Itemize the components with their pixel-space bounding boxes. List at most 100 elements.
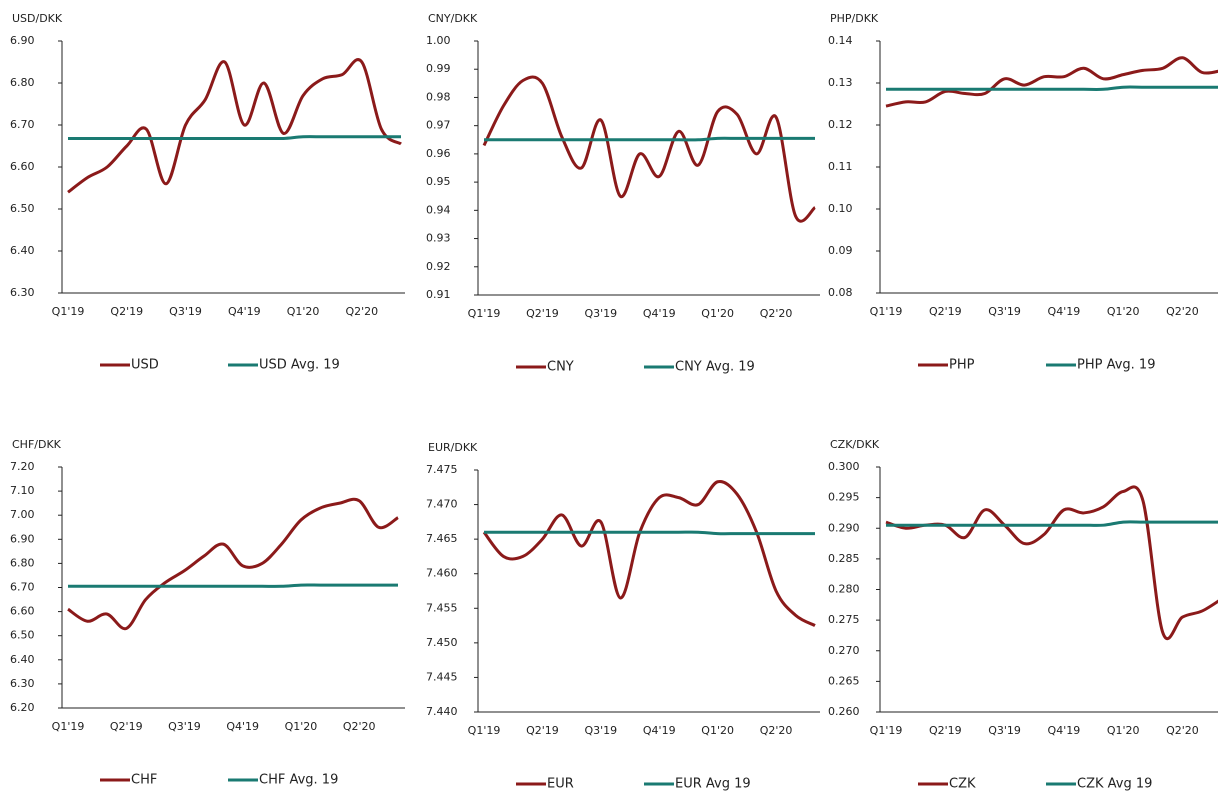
chart-title: EUR/DKK (428, 441, 478, 454)
y-tick-label: 0.260 (828, 705, 860, 718)
legend-label: USD (131, 358, 159, 373)
legend-label: CNY (547, 360, 574, 375)
y-tick-label: 7.00 (10, 508, 35, 521)
x-tick-label: Q3'19 (584, 724, 617, 737)
series-line (885, 56, 1218, 108)
x-tick-label: Q1'19 (870, 724, 903, 737)
chart-title: PHP/DKK (830, 12, 879, 25)
y-tick-label: 7.445 (426, 670, 458, 683)
legend-label: PHP Avg. 19 (1077, 358, 1155, 373)
legend-label: CZK (949, 777, 976, 792)
y-tick-label: 0.92 (426, 260, 451, 273)
y-tick-label: 0.14 (828, 34, 853, 47)
x-tick-label: Q2'19 (526, 307, 559, 320)
chart-title: CNY/DKK (428, 12, 478, 25)
series-line (885, 520, 1218, 527)
x-tick-label: Q2'19 (929, 724, 962, 737)
x-tick-label: Q1'19 (52, 305, 85, 318)
y-tick-label: 0.300 (828, 460, 860, 473)
y-tick-label: 0.275 (828, 613, 860, 626)
y-tick-label: 0.94 (426, 203, 451, 216)
y-tick-label: 7.440 (426, 705, 458, 718)
series-line (68, 135, 401, 141)
x-tick-label: Q2'19 (929, 305, 962, 318)
y-tick-label: 7.450 (426, 636, 458, 649)
x-tick-label: Q4'19 (226, 720, 259, 733)
y-tick-label: 0.270 (828, 644, 860, 657)
y-tick-label: 0.10 (828, 202, 853, 215)
y-tick-label: 0.93 (426, 232, 451, 245)
y-tick-label: 6.40 (10, 653, 35, 666)
x-tick-label: Q4'19 (1048, 724, 1081, 737)
legend-label: EUR (547, 777, 574, 792)
x-tick-label: Q1'19 (468, 307, 501, 320)
x-tick-label: Q1'20 (1107, 305, 1140, 318)
y-tick-label: 6.90 (10, 532, 35, 545)
series-line (484, 136, 815, 142)
series-line (885, 485, 1218, 641)
x-tick-label: Q2'19 (110, 305, 143, 318)
series-line (482, 75, 817, 223)
series-line (68, 583, 398, 588)
legend-label: CZK Avg 19 (1077, 777, 1152, 792)
y-tick-label: 0.295 (828, 491, 860, 504)
y-tick-label: 0.13 (828, 76, 853, 89)
y-tick-label: 0.12 (828, 118, 853, 131)
y-tick-label: 1.00 (426, 34, 451, 47)
x-tick-label: Q2'20 (1166, 305, 1199, 318)
y-tick-label: 0.09 (828, 244, 853, 257)
legend-label: PHP (949, 358, 975, 373)
y-tick-label: 0.11 (828, 160, 853, 173)
x-tick-label: Q1'20 (1107, 724, 1140, 737)
x-tick-label: Q2'20 (345, 305, 378, 318)
series-line (67, 497, 399, 631)
x-tick-label: Q1'19 (52, 720, 85, 733)
y-tick-label: 6.30 (10, 286, 35, 299)
y-tick-label: 6.40 (10, 244, 35, 257)
series-line (67, 58, 402, 194)
series-line (482, 479, 816, 627)
y-tick-label: 0.290 (828, 521, 860, 534)
legend-label: CHF (131, 773, 157, 788)
x-tick-label: Q2'19 (110, 720, 143, 733)
y-tick-label: 6.70 (10, 118, 35, 131)
legend-label: CHF Avg. 19 (259, 773, 338, 788)
legend-label: CNY Avg. 19 (675, 360, 755, 375)
y-tick-label: 6.70 (10, 581, 35, 594)
x-tick-label: Q4'19 (643, 724, 676, 737)
y-tick-label: 6.30 (10, 677, 35, 690)
x-tick-label: Q4'19 (1048, 305, 1081, 318)
x-tick-label: Q1'19 (468, 724, 501, 737)
chart-title: CZK/DKK (830, 438, 880, 451)
x-tick-label: Q2'20 (760, 724, 793, 737)
y-tick-label: 7.475 (426, 463, 458, 476)
y-tick-label: 6.50 (10, 629, 35, 642)
y-tick-label: 0.96 (426, 147, 451, 160)
y-tick-label: 6.80 (10, 556, 35, 569)
series-line (484, 530, 815, 536)
y-tick-label: 7.455 (426, 601, 458, 614)
y-tick-label: 0.285 (828, 552, 860, 565)
y-tick-label: 7.460 (426, 567, 458, 580)
chart-title: USD/DKK (12, 12, 63, 25)
x-tick-label: Q1'20 (287, 305, 320, 318)
y-tick-label: 7.465 (426, 532, 458, 545)
x-tick-label: Q3'19 (169, 305, 202, 318)
y-tick-label: 7.20 (10, 460, 35, 473)
y-tick-label: 6.60 (10, 605, 35, 618)
x-tick-label: Q2'20 (1166, 724, 1199, 737)
y-tick-label: 0.97 (426, 119, 451, 132)
y-tick-label: 6.60 (10, 160, 35, 173)
chart-title: CHF/DKK (12, 438, 62, 451)
y-tick-label: 0.98 (426, 90, 451, 103)
y-tick-label: 6.50 (10, 202, 35, 215)
legend-label: EUR Avg 19 (675, 777, 751, 792)
x-tick-label: Q1'19 (870, 305, 903, 318)
y-tick-label: 0.99 (426, 62, 451, 75)
legend-label: USD Avg. 19 (259, 358, 340, 373)
y-tick-label: 6.20 (10, 701, 35, 714)
y-tick-label: 0.280 (828, 583, 860, 596)
x-tick-label: Q3'19 (988, 724, 1021, 737)
y-tick-label: 6.90 (10, 34, 35, 47)
